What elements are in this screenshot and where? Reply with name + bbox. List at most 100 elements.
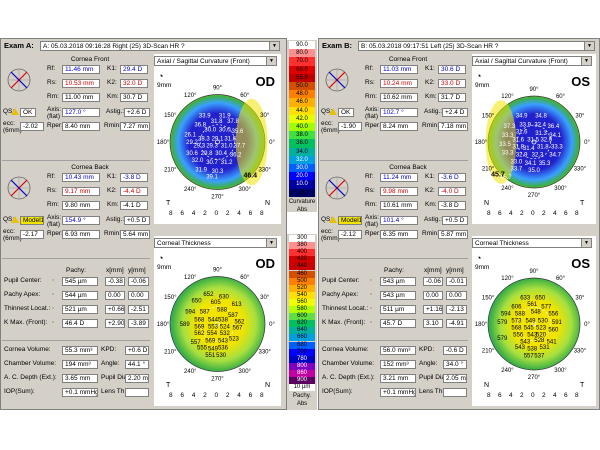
pachy-row-label: K Max. (Front):: [4, 319, 48, 326]
ecc-6mm-label: (6mm): [321, 127, 340, 134]
separator: [2, 160, 150, 161]
map-canvas[interactable]: 90° 60° 120° 30° 150° 0° 180° 330° 210° 300° 240° 2…: [472, 250, 596, 406]
map-value: 28.3: [198, 136, 210, 142]
nasal-label: T: [580, 200, 585, 207]
degree-label: 30°: [575, 114, 585, 120]
zoom-icon[interactable]: ◔: [158, 71, 164, 81]
map-value: 31.0: [221, 144, 233, 150]
rf-label: Rf:: [365, 173, 374, 180]
pachy-x-value: -0.06: [423, 277, 443, 286]
map-value: 29.3: [206, 144, 218, 150]
rper-value: 8.40 mm: [62, 122, 100, 131]
degree-label: 270°: [528, 375, 541, 381]
map-value: 554: [207, 331, 218, 337]
map-select-arrow[interactable]: ▼: [266, 57, 276, 65]
zoom-icon[interactable]: ◔: [476, 253, 482, 263]
map-select-value: Corneal Thickness: [475, 240, 529, 247]
map-value: 35.6: [232, 129, 244, 135]
map-value: 528: [534, 338, 545, 344]
map-select-arrow[interactable]: ▼: [581, 57, 591, 65]
rf-value: 11.03 mm: [380, 65, 418, 74]
curvature-scale-tick: 34.0: [289, 147, 315, 156]
map-value: 31.5: [527, 137, 539, 143]
pachy-row-label: Thinnest Locat.:: [322, 305, 369, 312]
axis-value: 102.7 °: [380, 108, 418, 117]
pachy-row-bullet: ◦: [52, 291, 55, 298]
map-value: 630: [219, 295, 230, 301]
map-value: 594: [185, 309, 196, 315]
degree-label: 150°: [164, 113, 177, 119]
iop-value: +0.1 mmHg: [62, 388, 98, 397]
zoom-icon[interactable]: ◔: [158, 253, 164, 263]
map-select-arrow[interactable]: ▼: [266, 239, 276, 247]
astig-label: Astig.:: [424, 108, 443, 115]
curvature-scale-tick: 32.0: [289, 155, 315, 164]
curvature-scale-tick: 40.0: [289, 123, 315, 132]
map-value: 523: [229, 337, 240, 343]
k2-value: 33.0 D: [438, 79, 466, 88]
curvature-map-select[interactable]: Axial / Sagittal Curvature (Front) ▼: [154, 56, 277, 66]
degree-label: 300°: [554, 368, 567, 374]
separator: [2, 258, 150, 259]
rf-label: Rf:: [365, 65, 374, 72]
map-select-value: Axial / Sagittal Curvature (Front): [157, 58, 250, 65]
map-value: 33.3: [502, 133, 514, 139]
qs-value[interactable]: Model1: [338, 216, 362, 225]
map-value: 33.0: [511, 159, 523, 165]
chv-value: 152 mm³: [380, 360, 416, 369]
qs-value[interactable]: OK: [338, 108, 354, 117]
cornea-back-dial: [7, 176, 31, 200]
map-value: 588: [515, 311, 526, 317]
qs-value[interactable]: Model1: [20, 216, 44, 225]
pachy-scale-tick: 380: [289, 242, 315, 250]
map-value: 45.7: [500, 175, 512, 181]
pd-value: 2.05 mm: [443, 374, 467, 383]
exam-select[interactable]: A: 05.03.2018 09:16:28 Right (25) 3D-Sca…: [40, 41, 280, 51]
k1-value: 30.6 D: [438, 65, 466, 74]
thickness-map-select[interactable]: Corneal Thickness ▼: [472, 238, 592, 248]
degree-label: 120°: [501, 94, 514, 100]
exam-select[interactable]: B: 05.03.2018 09:17:51 Left (25) 3D-Scan…: [358, 41, 595, 51]
degree-label: 150°: [482, 296, 495, 302]
pachy-row-label: K Max. (Front):: [322, 319, 366, 326]
zoom-icon[interactable]: ◔: [476, 71, 482, 81]
degree-label: 0°: [584, 322, 590, 328]
rmin-label: Rmin:: [104, 122, 121, 129]
map-value: 31.6: [516, 129, 528, 135]
km-label: Km:: [425, 201, 437, 208]
axis-label: Axis:: [365, 106, 380, 113]
map-value: 32.3: [532, 152, 544, 158]
exam-select-arrow[interactable]: ▼: [584, 42, 594, 50]
exam-select-arrow[interactable]: ▼: [269, 42, 279, 50]
map-canvas[interactable]: 90° 60° 120° 30° 150° 0° 180° 330° 210° 300° 240° 2…: [154, 250, 281, 406]
lt-label: Lens Th.:: [419, 388, 446, 395]
map-canvas[interactable]: 90° 60° 120° 30° 150° 0° 180° 330° 210° 300° 240° 2…: [154, 68, 281, 224]
curvature-map-select[interactable]: Axial / Sagittal Curvature (Front) ▼: [472, 56, 592, 66]
k2-label: K2:: [107, 79, 117, 86]
degree-label: 90°: [213, 86, 223, 92]
iop-label: IOP(Sum):: [322, 388, 353, 395]
qs-value[interactable]: OK: [20, 108, 36, 117]
cv-value: 56.0 mm³: [380, 346, 416, 355]
axis-tick-label: 6: [564, 392, 568, 399]
map-value: 553: [208, 325, 219, 331]
map-select-arrow[interactable]: ▼: [581, 239, 591, 247]
map-value: 532: [220, 331, 231, 337]
cv-label: Cornea Volume:: [4, 346, 51, 353]
curvature-scale-title: Abs: [296, 206, 308, 213]
ecc-value: -2.17: [20, 230, 44, 239]
map-value: 587: [200, 309, 211, 315]
map-value: 36.2: [230, 153, 242, 159]
axis-label: Axis:: [47, 214, 62, 221]
axis-tick-label: 4: [191, 392, 196, 399]
astig-value: +0.5 D: [442, 216, 468, 225]
rper-value: 8.24 mm: [380, 122, 418, 131]
exam-select-value: A: 05.03.2018 09:16:28 Right (25) 3D-Sca…: [43, 43, 185, 50]
pachy-y-value: 0.00: [128, 291, 149, 300]
thickness-map-select[interactable]: Corneal Thickness ▼: [154, 238, 277, 248]
rm-label: Rm:: [47, 201, 59, 208]
curvature-scale-tick: 80.0: [289, 49, 315, 58]
map-value: 537: [534, 354, 545, 360]
map-canvas[interactable]: 90° 60° 120° 30° 150° 0° 180° 330° 210° 300° 240° 2…: [472, 68, 596, 224]
